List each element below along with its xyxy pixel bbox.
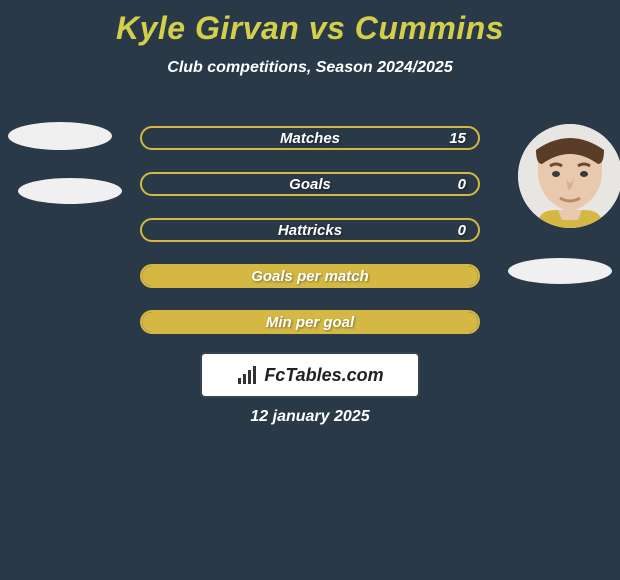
stat-label: Hattricks [278,222,342,239]
player-left-shape-2 [18,178,122,204]
stat-label: Goals [289,176,331,193]
stat-right-value: 15 [449,130,466,147]
stat-label: Min per goal [266,314,354,331]
stat-row-matches: Matches 15 [140,126,480,150]
stat-row-min-per-goal: Min per goal [140,310,480,334]
brand-text: FcTables.com [264,365,383,386]
avatar-face-icon [518,124,620,228]
stat-row-hattricks: Hattricks 0 [140,218,480,242]
chart-icon [236,364,258,386]
stats-container: Matches 15 Goals 0 Hattricks 0 Goals per… [140,126,480,356]
stat-row-goals: Goals 0 [140,172,480,196]
player-right-shape-2 [508,258,612,284]
player-left-shape-1 [8,122,112,150]
date-label: 12 january 2025 [0,408,620,426]
stat-label: Matches [280,130,340,147]
stat-right-value: 0 [458,222,466,239]
stat-label: Goals per match [251,268,369,285]
stat-right-value: 0 [458,176,466,193]
branding-badge: FcTables.com [202,354,418,396]
stat-row-goals-per-match: Goals per match [140,264,480,288]
page-title: Kyle Girvan vs Cummins [0,0,620,47]
player-right-avatar [518,124,620,228]
page-subtitle: Club competitions, Season 2024/2025 [0,59,620,77]
